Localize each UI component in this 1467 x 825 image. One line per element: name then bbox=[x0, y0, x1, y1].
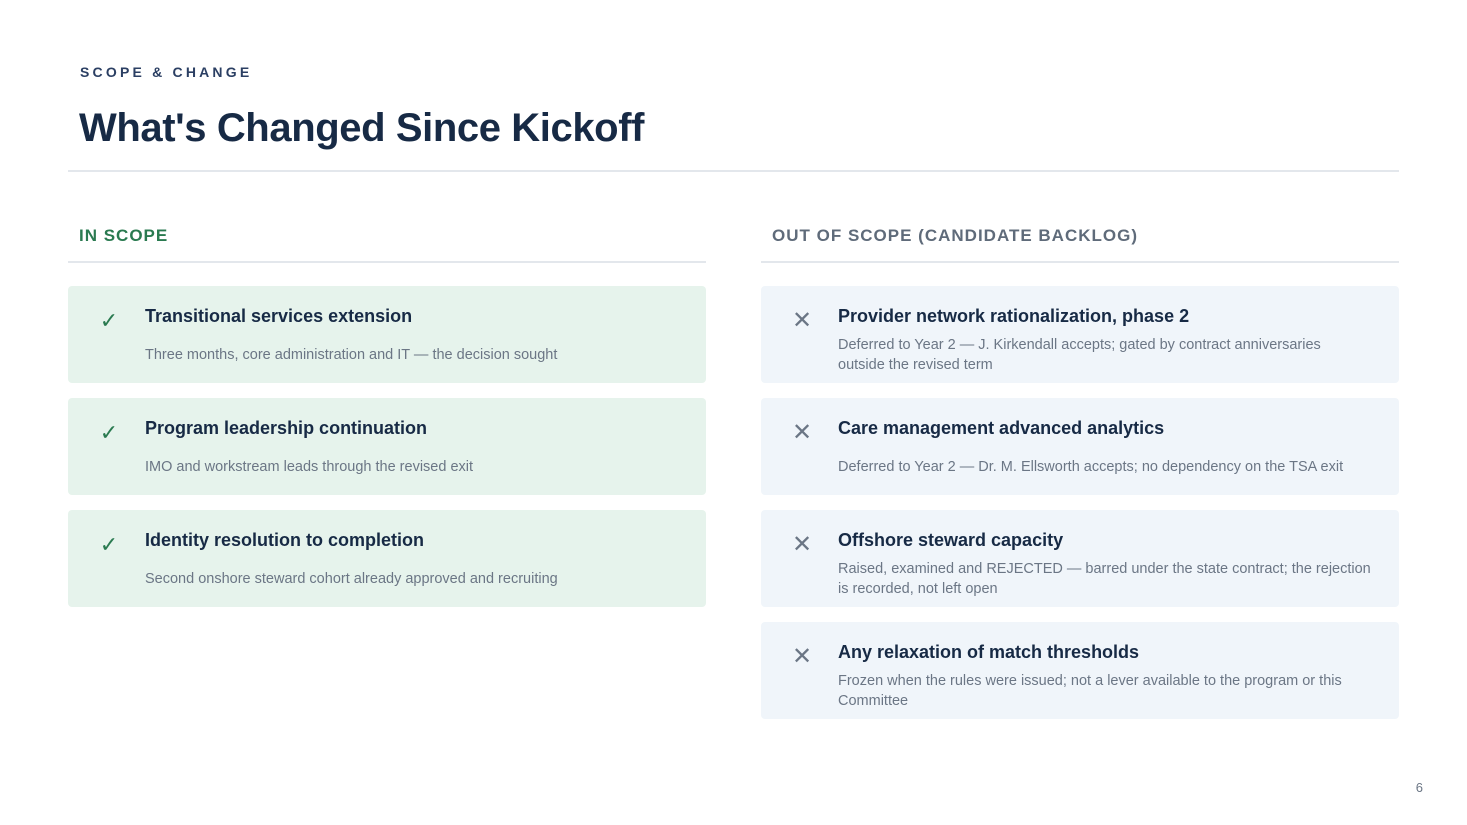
card-description: Raised, examined and REJECTED — barred u… bbox=[838, 561, 1371, 597]
card-title: Provider network rationalization, phase … bbox=[838, 306, 1190, 326]
card-title: Identity resolution to completion bbox=[145, 530, 424, 550]
in-scope-divider bbox=[68, 261, 706, 263]
eyebrow-label: SCOPE & CHANGE bbox=[80, 64, 253, 80]
in-scope-heading: IN SCOPE bbox=[79, 226, 169, 245]
page-number: 6 bbox=[1415, 780, 1423, 795]
title-divider bbox=[68, 170, 1399, 172]
out-of-scope-card: ✕ Offshore steward capacity Raised, exam… bbox=[761, 510, 1399, 607]
card-description: Deferred to Year 2 — J. Kirkendall accep… bbox=[838, 337, 1321, 373]
x-icon: ✕ bbox=[792, 531, 813, 558]
page-title: What's Changed Since Kickoff bbox=[79, 106, 645, 150]
out-of-scope-divider bbox=[761, 261, 1399, 263]
in-scope-column: IN SCOPE ✓ Transitional services extensi… bbox=[68, 224, 706, 622]
card-title: Any relaxation of match thresholds bbox=[838, 642, 1140, 662]
in-scope-card: ✓ Transitional services extension Three … bbox=[68, 286, 706, 383]
card-title: Offshore steward capacity bbox=[838, 530, 1064, 550]
out-of-scope-card: ✕ Any relaxation of match thresholds Fro… bbox=[761, 622, 1399, 719]
out-of-scope-heading: OUT OF SCOPE (CANDIDATE BACKLOG) bbox=[772, 226, 1139, 245]
out-of-scope-column: OUT OF SCOPE (CANDIDATE BACKLOG) ✕ Provi… bbox=[761, 224, 1399, 734]
card-title: Care management advanced analytics bbox=[838, 418, 1165, 438]
card-description: Deferred to Year 2 — Dr. M. Ellsworth ac… bbox=[838, 459, 1344, 475]
card-description: IMO and workstream leads through the rev… bbox=[145, 459, 474, 475]
x-icon: ✕ bbox=[792, 419, 813, 446]
in-scope-card: ✓ Program leadership continuation IMO an… bbox=[68, 398, 706, 495]
card-title: Program leadership continuation bbox=[145, 418, 428, 438]
out-of-scope-card: ✕ Provider network rationalization, phas… bbox=[761, 286, 1399, 383]
check-icon: ✓ bbox=[99, 308, 119, 333]
check-icon: ✓ bbox=[99, 532, 119, 557]
card-description: Frozen when the rules were issued; not a… bbox=[838, 673, 1342, 709]
in-scope-card: ✓ Identity resolution to completion Seco… bbox=[68, 510, 706, 607]
card-description: Second onshore steward cohort already ap… bbox=[145, 571, 558, 587]
card-description: Three months, core administration and IT… bbox=[145, 347, 558, 363]
check-icon: ✓ bbox=[99, 420, 119, 445]
card-title: Transitional services extension bbox=[145, 306, 413, 326]
out-of-scope-card: ✕ Care management advanced analytics Def… bbox=[761, 398, 1399, 495]
x-icon: ✕ bbox=[792, 307, 813, 334]
x-icon: ✕ bbox=[792, 643, 813, 670]
